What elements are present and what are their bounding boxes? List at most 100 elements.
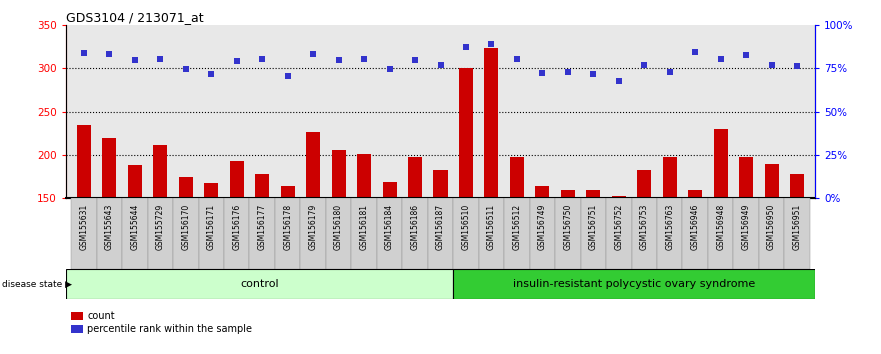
Bar [663, 158, 677, 329]
Bar [453, 198, 478, 269]
Bar [128, 165, 142, 329]
Bar [331, 150, 345, 329]
Text: GSM156749: GSM156749 [538, 204, 547, 250]
Point [102, 51, 116, 57]
Text: control: control [241, 279, 279, 289]
Bar [454, 269, 815, 299]
Text: GSM155643: GSM155643 [105, 204, 114, 250]
Bar [249, 198, 275, 269]
Bar [66, 269, 454, 299]
Point [561, 70, 575, 75]
Point [331, 57, 345, 63]
Bar [102, 138, 116, 329]
Point [255, 56, 270, 62]
Point [714, 56, 728, 62]
Point [790, 63, 804, 68]
Point [382, 66, 396, 72]
Text: GSM156170: GSM156170 [181, 204, 190, 250]
Text: GSM156512: GSM156512 [513, 204, 522, 250]
Text: GSM155729: GSM155729 [156, 204, 165, 250]
Point [179, 66, 193, 72]
Bar [300, 198, 326, 269]
Text: GSM155631: GSM155631 [79, 204, 88, 250]
Text: GSM156510: GSM156510 [462, 204, 470, 250]
Point [765, 62, 779, 68]
Bar [153, 145, 167, 329]
Bar [529, 198, 555, 269]
Bar [352, 198, 377, 269]
Bar [478, 198, 504, 269]
Text: GSM156951: GSM156951 [793, 204, 802, 250]
Text: GSM156181: GSM156181 [359, 204, 368, 250]
Bar [765, 164, 779, 329]
Text: GDS3104 / 213071_at: GDS3104 / 213071_at [66, 11, 204, 24]
Point [739, 52, 753, 58]
Point [306, 51, 320, 57]
Legend: count, percentile rank within the sample: count, percentile rank within the sample [71, 311, 253, 334]
Text: GSM156950: GSM156950 [767, 204, 776, 250]
Bar [428, 198, 453, 269]
Bar [255, 174, 270, 329]
Point [459, 45, 473, 50]
Bar [759, 198, 784, 269]
Bar [632, 198, 657, 269]
Bar [606, 198, 632, 269]
Bar [173, 198, 198, 269]
Bar [536, 186, 550, 329]
Text: GSM156184: GSM156184 [385, 204, 394, 250]
Text: GSM156750: GSM156750 [563, 204, 573, 250]
Text: disease state ▶: disease state ▶ [2, 280, 71, 289]
Text: GSM156171: GSM156171 [207, 204, 216, 250]
Bar [377, 198, 403, 269]
Point [408, 57, 422, 63]
Bar [230, 161, 244, 329]
Point [230, 58, 244, 64]
Text: GSM156946: GSM156946 [691, 204, 700, 250]
Point [485, 41, 499, 47]
Bar [281, 186, 294, 329]
Bar [408, 158, 422, 329]
Bar [179, 177, 193, 329]
Bar [148, 198, 173, 269]
Bar [306, 132, 320, 329]
Text: GSM156180: GSM156180 [334, 204, 343, 250]
Point [204, 72, 218, 77]
Text: GSM156511: GSM156511 [487, 204, 496, 250]
Text: GSM156949: GSM156949 [742, 204, 751, 250]
Text: GSM156752: GSM156752 [614, 204, 623, 250]
Bar [382, 182, 396, 329]
Bar [71, 198, 97, 269]
Bar [198, 198, 224, 269]
Point [536, 70, 550, 76]
Text: insulin-resistant polycystic ovary syndrome: insulin-resistant polycystic ovary syndr… [513, 279, 755, 289]
Bar [733, 198, 759, 269]
Bar [275, 198, 300, 269]
Bar [403, 198, 428, 269]
Bar [433, 170, 448, 329]
Text: GSM156186: GSM156186 [411, 204, 419, 250]
Text: GSM156763: GSM156763 [665, 204, 674, 250]
Bar [555, 198, 581, 269]
Bar [97, 198, 122, 269]
Bar [561, 190, 575, 329]
Bar [611, 196, 626, 329]
Point [77, 51, 91, 56]
Text: GSM156176: GSM156176 [233, 204, 241, 250]
Bar [204, 183, 218, 329]
Point [688, 49, 702, 55]
Text: GSM156179: GSM156179 [308, 204, 318, 250]
Bar [587, 190, 600, 329]
Text: GSM156178: GSM156178 [283, 204, 292, 250]
Point [586, 72, 600, 77]
Bar [581, 198, 606, 269]
Point [663, 70, 677, 75]
Bar [657, 198, 683, 269]
Bar [224, 198, 249, 269]
Bar [326, 198, 352, 269]
Bar [77, 125, 91, 329]
Text: GSM155644: GSM155644 [130, 204, 139, 250]
Text: GSM156177: GSM156177 [258, 204, 267, 250]
Point [611, 78, 626, 84]
Point [153, 56, 167, 62]
Bar [688, 190, 702, 329]
